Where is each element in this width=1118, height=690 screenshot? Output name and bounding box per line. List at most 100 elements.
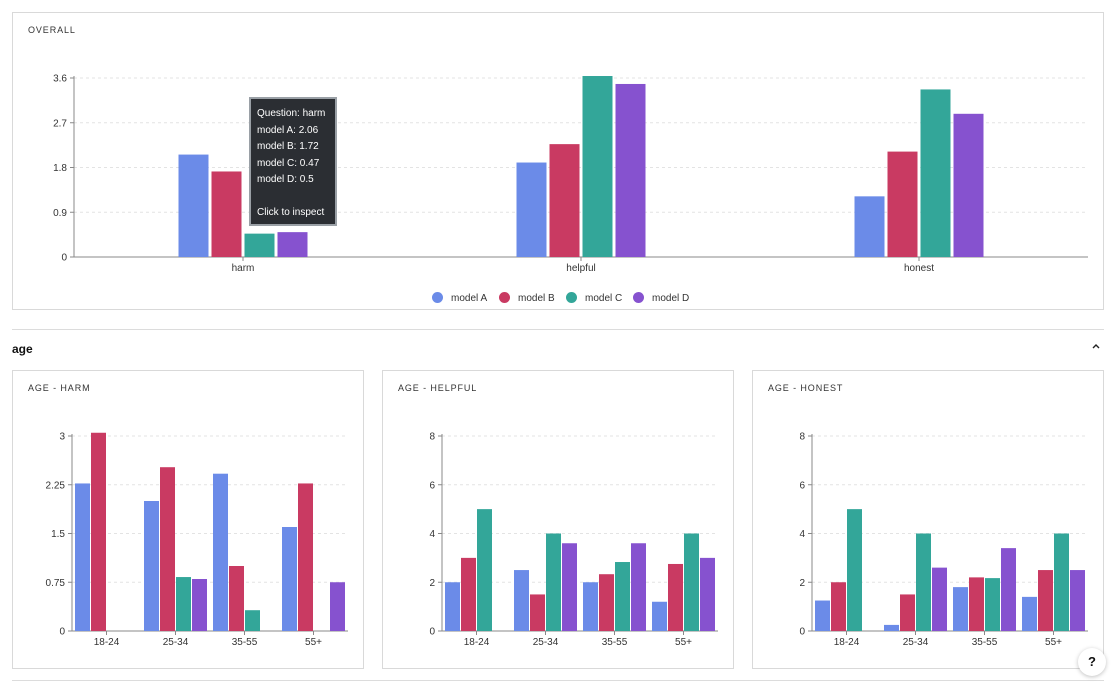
bar-model-d-25-34[interactable] xyxy=(562,543,577,631)
bar-model-b-18-24[interactable] xyxy=(831,582,846,631)
bar-model-a-honest[interactable] xyxy=(854,196,885,257)
age-harm-chart-title: AGE - HARM xyxy=(28,383,91,393)
bar-model-c-25-34[interactable] xyxy=(176,577,191,631)
bar-model-d-55-[interactable] xyxy=(1070,570,1085,631)
legend-label: model C xyxy=(585,293,623,304)
bar-model-d-25-34[interactable] xyxy=(932,567,947,631)
bar-model-a-55-[interactable] xyxy=(1022,596,1037,631)
bar-model-a-helpful[interactable] xyxy=(516,162,547,257)
y-tick-label: 3 xyxy=(59,432,65,443)
bar-model-b-25-34[interactable] xyxy=(160,467,175,631)
legend-item-model-a[interactable]: model A xyxy=(432,291,487,307)
bar-model-c-25-34[interactable] xyxy=(916,533,931,632)
bar-model-a-18-24[interactable] xyxy=(445,582,460,631)
bar-model-b-harm[interactable] xyxy=(211,171,242,257)
age-harm-bar-chart[interactable]: 0 0.75 1.5 2.25 3 18-24 25-34 35-55 55+ xyxy=(13,371,363,668)
age-honest-chart-title: AGE - HONEST xyxy=(768,383,844,393)
bar-model-b-55-[interactable] xyxy=(668,563,683,631)
bar-model-d-25-34[interactable] xyxy=(192,579,207,631)
y-tick-label: 2 xyxy=(799,578,805,589)
bar-model-a-18-24[interactable] xyxy=(815,600,830,631)
age-helpful-chart-panel: AGE - HELPFUL 0 2 4 6 8 18-24 25-34 35-55 55+ xyxy=(382,370,734,669)
bar-model-a-25-34[interactable] xyxy=(884,624,899,631)
bar-model-b-35-55[interactable] xyxy=(599,574,614,631)
bar-model-d-35-55[interactable] xyxy=(631,543,646,631)
y-tick-label: 0 xyxy=(59,627,65,638)
bar-model-a-55-[interactable] xyxy=(652,601,667,631)
age-helpful-chart-title: AGE - HELPFUL xyxy=(398,383,478,393)
x-tick-label: 18-24 xyxy=(834,637,860,648)
tooltip-line: model C: 0.47 xyxy=(257,157,320,169)
bar-model-b-18-24[interactable] xyxy=(91,432,106,631)
bar-model-c-35-55[interactable] xyxy=(615,562,630,631)
legend-label: model A xyxy=(451,293,488,304)
bar-model-b-25-34[interactable] xyxy=(530,594,545,631)
bar-model-a-25-34[interactable] xyxy=(144,501,159,631)
bar-model-d-helpful[interactable] xyxy=(615,83,646,257)
overall-chart-title: OVERALL xyxy=(28,25,76,35)
legend-item-model-c[interactable]: model C xyxy=(566,291,622,307)
bar-model-a-35-55[interactable] xyxy=(953,587,968,631)
y-tick-label: 8 xyxy=(799,432,805,443)
bar-model-c-55-[interactable] xyxy=(684,533,699,632)
bar-model-b-helpful[interactable] xyxy=(549,144,580,257)
x-tick-label: 35-55 xyxy=(972,637,998,648)
bar-model-b-35-55[interactable] xyxy=(969,577,984,631)
bar-model-d-honest[interactable] xyxy=(953,113,984,257)
overall-bar-chart[interactable]: 0 0.9 1.8 2.7 3.6 harm helpful honest xyxy=(13,13,1103,309)
bar-model-c-55-[interactable] xyxy=(1054,533,1069,632)
legend-marker xyxy=(633,292,644,303)
section-title-age: age xyxy=(12,342,33,356)
bar-model-b-25-34[interactable] xyxy=(900,594,915,631)
age-harm-chart-panel: AGE - HARM 0 0.75 1.5 2.25 3 18-24 25-34 35-55 5… xyxy=(12,370,364,669)
legend-item-model-b[interactable]: model B xyxy=(499,291,555,307)
legend-marker xyxy=(432,292,443,303)
bar-model-a-18-24[interactable] xyxy=(75,483,90,631)
x-tick-label: 35-55 xyxy=(602,637,628,648)
tooltip-action: Click to inspect xyxy=(257,207,325,218)
bar-model-a-55-[interactable] xyxy=(282,527,297,631)
bar-model-d-55-[interactable] xyxy=(700,557,715,631)
age-honest-bar-chart[interactable]: 0 2 4 6 8 18-24 25-34 35-55 55+ xyxy=(753,371,1103,668)
legend-item-model-d[interactable]: model D xyxy=(633,291,689,307)
tooltip-line: model D: 0.5 xyxy=(257,174,314,185)
y-tick-label: 3.6 xyxy=(53,74,67,85)
bar-model-a-35-55[interactable] xyxy=(583,582,598,631)
bar-model-d-55-[interactable] xyxy=(330,582,345,631)
bar-model-c-18-24[interactable] xyxy=(477,509,492,631)
y-tick-label: 4 xyxy=(429,529,435,540)
bar-model-a-harm[interactable] xyxy=(178,154,209,257)
bar-model-c-honest[interactable] xyxy=(920,89,951,257)
section-divider-bottom xyxy=(12,680,1104,681)
bar-model-b-18-24[interactable] xyxy=(461,557,476,631)
overall-chart-panel: OVERALL 0 0.9 1.8 2.7 3.6 harm helpful honest m… xyxy=(12,12,1104,310)
tooltip-line: model B: 1.72 xyxy=(257,141,319,152)
bar-model-b-35-55[interactable] xyxy=(229,566,244,631)
x-tick-label: honest xyxy=(904,263,934,274)
bar-model-b-honest[interactable] xyxy=(887,151,918,257)
bar-model-a-25-34[interactable] xyxy=(514,570,529,631)
bar-model-c-helpful[interactable] xyxy=(582,76,613,257)
legend-marker xyxy=(566,292,577,303)
y-tick-label: 4 xyxy=(799,529,805,540)
bar-model-d-harm[interactable] xyxy=(277,232,308,257)
bar-model-c-25-34[interactable] xyxy=(546,533,561,632)
bar-model-c-18-24[interactable] xyxy=(847,509,862,631)
collapse-chevron-up-icon[interactable] xyxy=(1088,340,1104,356)
bar-model-c-harm[interactable] xyxy=(244,233,275,257)
bar-model-b-55-[interactable] xyxy=(298,483,313,631)
age-honest-chart-panel: AGE - HONEST 0 2 4 6 8 18-24 25-34 35-55 55+ xyxy=(752,370,1104,669)
age-helpful-bar-chart[interactable]: 0 2 4 6 8 18-24 25-34 35-55 55+ xyxy=(383,371,733,668)
bar-model-c-35-55[interactable] xyxy=(245,610,260,631)
bar-model-a-35-55[interactable] xyxy=(213,473,228,631)
help-button[interactable]: ? xyxy=(1078,648,1106,676)
bar-model-c-35-55[interactable] xyxy=(985,578,1000,631)
x-tick-label: 25-34 xyxy=(533,637,559,648)
bar-model-d-35-55[interactable] xyxy=(1001,548,1016,631)
legend-label: model B xyxy=(518,293,555,304)
tooltip-line: Question: harm xyxy=(257,108,326,119)
overall-legend: model A model B model C model D xyxy=(13,291,1103,307)
chart-tooltip: Question: harm model A: 2.06 model B: 1.… xyxy=(249,97,337,226)
bar-model-b-55-[interactable] xyxy=(1038,570,1053,631)
y-tick-label: 6 xyxy=(799,480,805,491)
